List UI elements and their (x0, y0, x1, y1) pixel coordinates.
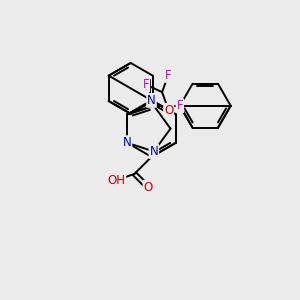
Text: N: N (147, 94, 156, 107)
Text: F: F (165, 69, 172, 82)
Text: N: N (149, 145, 158, 158)
Text: O: O (164, 104, 173, 117)
Text: F: F (177, 99, 183, 112)
Text: O: O (144, 181, 153, 194)
Text: OH: OH (107, 174, 125, 187)
Text: N: N (123, 136, 131, 149)
Text: F: F (142, 78, 149, 91)
